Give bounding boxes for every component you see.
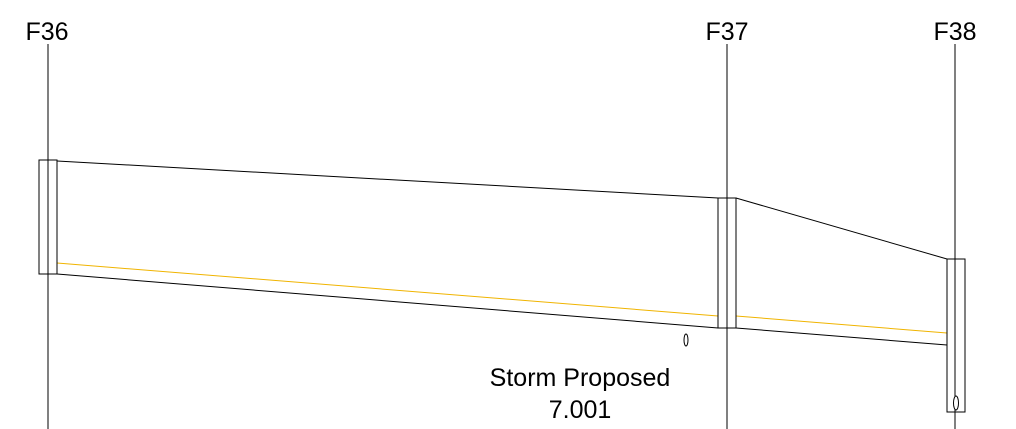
- ground-surface-line: [56, 160, 948, 260]
- structure-label-f37: F37: [705, 18, 748, 46]
- outlet-marker-icon: [953, 395, 959, 411]
- pipe-label-name: Storm Proposed: [490, 364, 671, 392]
- structure-f36[interactable]: [38, 159, 58, 275]
- structure-f38[interactable]: [946, 258, 966, 413]
- structure-f37[interactable]: [717, 197, 737, 329]
- pipe-label-id: 7.001: [549, 396, 612, 424]
- structure-label-f36: F36: [25, 18, 68, 46]
- hydraulic-grade-line: [56, 262, 948, 334]
- pipe-invert-line: [56, 273, 948, 346]
- structure-label-f38: F38: [933, 18, 976, 46]
- pipe-marker-icon: [683, 333, 689, 347]
